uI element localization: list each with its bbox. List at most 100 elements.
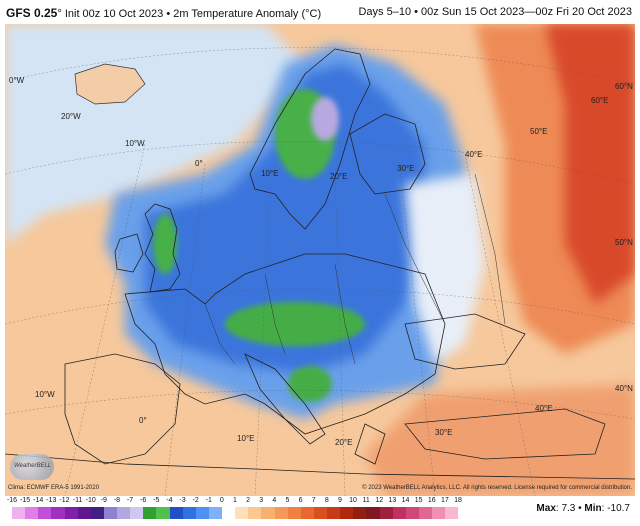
colorbar-swatch — [156, 507, 170, 519]
lat-label-40n: 40°N — [615, 384, 633, 393]
lon-label-30e-bottom: 30°E — [435, 428, 453, 437]
iberia-coast — [64, 353, 181, 465]
border-russia — [384, 193, 446, 325]
hot-anomaly-russia — [545, 24, 635, 304]
colorbar-tick-label: 2 — [246, 497, 251, 504]
degree-symbol: ° — [57, 8, 62, 20]
colorbar-swatch — [300, 507, 314, 519]
colorbar-tick-label: -10 — [85, 497, 96, 504]
colorbar-tick-label: 6 — [298, 497, 303, 504]
graticule-lat-3 — [5, 288, 635, 325]
finland-coast — [349, 113, 426, 195]
colorbar-tick-label: -1 — [205, 497, 212, 504]
colorbar-tick-label: -12 — [59, 497, 70, 504]
colorbar-swatch — [248, 507, 262, 519]
colorbar-tick-label: 9 — [337, 497, 342, 504]
cold-pocket-scandes — [311, 97, 339, 141]
colorbar-swatch — [103, 507, 117, 519]
colorbar-tick-label: -7 — [126, 497, 134, 504]
scandinavia-coast — [249, 48, 371, 230]
colorbar-tick-label: 16 — [427, 497, 436, 504]
copyright-notice: © 2023 WeatherBELL Analytics, LLC. All r… — [362, 485, 632, 491]
iceland — [74, 63, 146, 105]
colorbar-swatch — [432, 507, 446, 519]
colorbar-tick-label: 7 — [311, 497, 316, 504]
greece-coast — [354, 423, 386, 465]
border-fr-de — [204, 303, 236, 365]
colorbar-swatch — [274, 507, 288, 519]
graticule-lat-4 — [5, 389, 635, 420]
cold-pocket-balkans — [288, 366, 332, 402]
colorbar-swatch — [51, 507, 65, 519]
colorbar-tick-label: -4 — [166, 497, 173, 504]
colorbar-tick-label: -3 — [179, 497, 186, 504]
warm-anomaly-turkey — [365, 384, 635, 496]
lon-label-20e-bottom: 20°E — [335, 438, 353, 447]
colorbar-swatch — [366, 507, 380, 519]
init-time: Init 00z 10 Oct 2023 — [64, 8, 164, 20]
anatolia-coast — [404, 408, 606, 460]
lat-label-50n: 50°N — [615, 238, 633, 247]
colorbar-tick-label: 4 — [272, 497, 277, 504]
colorbar-swatch — [353, 507, 367, 519]
colorbar-tick-label: 14 — [401, 497, 410, 504]
colorbar-tick-label: -16 — [6, 497, 18, 504]
colorbar-swatch — [117, 507, 131, 519]
colorbar-swatch — [195, 507, 209, 519]
lon-label-50e: 50°E — [530, 127, 548, 136]
min-label: Min — [584, 503, 602, 514]
colorbar-swatch — [208, 507, 222, 519]
cold-pocket-britain — [153, 214, 177, 274]
colorbar-swatch — [12, 507, 26, 519]
colorbar-tick-label: 11 — [362, 497, 370, 504]
map-svg — [5, 24, 635, 496]
colorbar-swatch — [379, 507, 393, 519]
product-name: 2m Temperature Anomaly (°C) — [173, 8, 322, 20]
colorbar-tick-label: 12 — [375, 497, 384, 504]
colorbar-swatch — [130, 507, 144, 519]
min-value: -10.7 — [607, 503, 630, 514]
colorbar-tick-label: 5 — [285, 497, 290, 504]
clima-source: Clima: ECMWF ERA-5 1991-2020 — [8, 485, 100, 491]
border-de-pl — [264, 273, 286, 355]
colorbar-swatch — [235, 507, 249, 519]
colorbar-tick-label: 3 — [259, 497, 264, 504]
colorbar-swatch — [327, 507, 341, 519]
max-value: 7.3 — [561, 503, 576, 514]
lon-label-0w: 0°W — [9, 76, 25, 85]
colorbar-tick-label: -9 — [100, 497, 107, 504]
lon-label-40e: 40°E — [465, 150, 483, 159]
lon-label-10e: 10°E — [261, 169, 279, 178]
colorbar-swatch — [143, 507, 157, 519]
ireland-coast — [114, 233, 144, 273]
lon-label-0: 0° — [195, 159, 203, 168]
colorbar-swatch — [418, 507, 432, 519]
cold-pocket-central-europe — [225, 302, 365, 346]
stats-separator: • — [578, 503, 582, 514]
graticule-lon-20e — [334, 173, 346, 496]
border-pl-ua — [334, 263, 356, 365]
colorbar-tick-label: 17 — [440, 497, 449, 504]
colorbar: -16 -15 -14 -13 -12 -11 -10 -9 -8 -7 -6 -5 -4 -3 -2 -1 0… — [7, 497, 462, 521]
colorbar-swatch — [182, 507, 196, 519]
colorbar-tick-label: -6 — [140, 497, 147, 504]
colorbar-tick-label: -14 — [33, 497, 44, 504]
lon-label-10w-bottom: 10°W — [35, 390, 55, 399]
colorbar-swatch — [90, 507, 104, 519]
colorbar-swatch — [445, 507, 459, 519]
colorbar-swatch — [261, 507, 275, 519]
coastlines — [5, 48, 635, 480]
max-min-stats: Max: 7.3 • Min: -10.7 — [536, 503, 630, 514]
neutral-anomaly-east — [405, 174, 485, 364]
bullet: • — [166, 8, 171, 20]
colorbar-tick-label: -13 — [46, 497, 57, 504]
anomaly-map: 0°W 20°W 10°W 0° 10°E 20°E 30°E 40°E 50°… — [5, 24, 635, 496]
lon-label-10w: 10°W — [125, 139, 145, 148]
colorbar-swatch — [313, 507, 327, 519]
lon-label-40e-bottom: 40°E — [535, 404, 553, 413]
colorbar-swatch — [287, 507, 301, 519]
header-bar: GFS 0.25° Init 00z 10 Oct 2023 • 2m Temp… — [0, 0, 640, 24]
colorbar-swatch — [64, 507, 78, 519]
black-sea-coast — [404, 313, 526, 370]
colorbar-swatches — [12, 507, 459, 519]
